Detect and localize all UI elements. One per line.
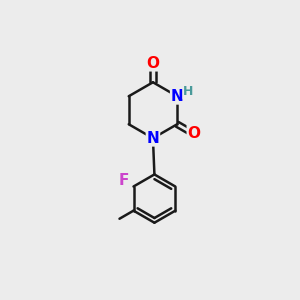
Text: N: N: [171, 89, 184, 104]
Text: O: O: [146, 56, 159, 70]
Text: H: H: [183, 85, 194, 98]
Text: N: N: [147, 131, 159, 146]
Text: O: O: [188, 126, 200, 141]
Text: F: F: [118, 173, 129, 188]
